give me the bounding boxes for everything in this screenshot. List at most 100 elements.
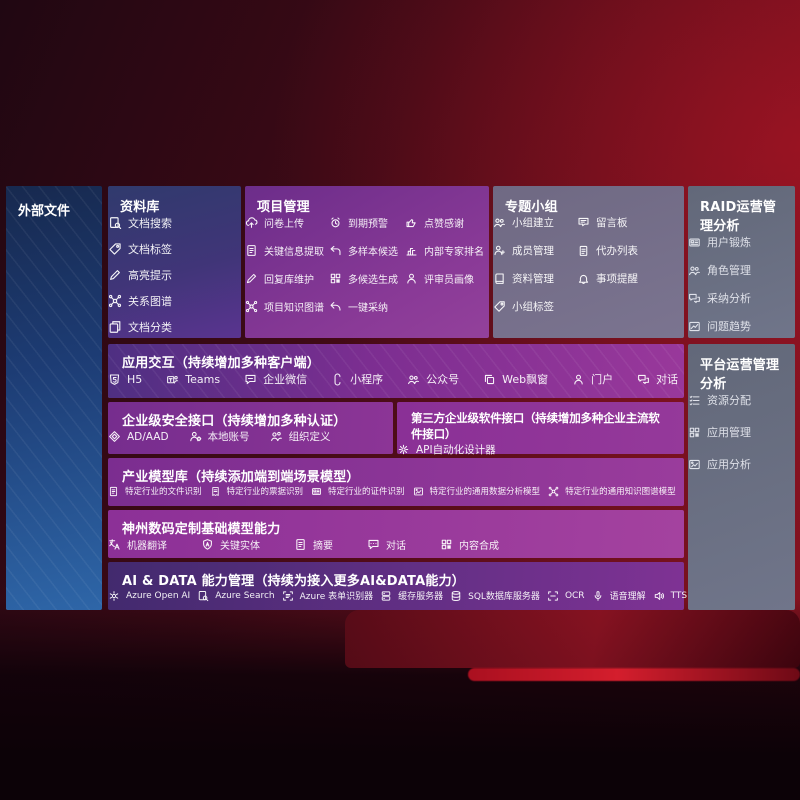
feature-item: 缓存服务器 <box>380 589 443 602</box>
feature-item: 角色管理 <box>688 262 795 278</box>
feature-item: Azure 表单识别器 <box>282 589 373 602</box>
feature-label: API自动化设计器 <box>416 444 496 456</box>
feature-item: 小组标签 <box>493 299 577 314</box>
feature-label: AD/AAD <box>127 430 169 443</box>
feature-item: 本地账号 <box>189 429 250 444</box>
feature-item: TTS <box>653 589 687 602</box>
multi-sample-icon <box>329 244 342 257</box>
feature-label: 点赞感谢 <box>424 219 464 230</box>
feature-label: 文档搜索 <box>128 217 172 230</box>
section-title: 平台运营管理分析 <box>700 358 780 392</box>
ai-data-row: AI & DATA 能力管理（持续为接入更多AI&DATA能力） Azure O… <box>108 562 687 610</box>
wechat-work-icon <box>244 373 257 386</box>
feature-item: 应用分析 <box>688 456 795 472</box>
feature-item: H5 <box>108 371 142 387</box>
feature-item: AD/AAD <box>108 429 169 444</box>
one-click-adopt-icon <box>329 300 342 313</box>
feature-label: 关键实体 <box>220 541 260 552</box>
highlighter-icon <box>108 268 122 282</box>
feature-label: Web飘窗 <box>502 373 549 386</box>
miniprogram-icon <box>331 372 344 386</box>
h5-icon <box>108 373 121 386</box>
feature-label: Azure Open AI <box>126 590 191 601</box>
section-title: AI & DATA 能力管理（持续为接入更多AI&DATA能力） <box>122 574 465 589</box>
feature-label: 事项提醒 <box>596 273 638 285</box>
third-party-interface-list: API自动化设计器 <box>397 442 684 457</box>
feature-item: Teams <box>166 371 220 387</box>
feature-label: 特定行业的通用知识图谱模型 <box>565 487 676 497</box>
feature-label: 多候选生成 <box>348 275 398 286</box>
ad-aad-icon <box>108 430 121 443</box>
platform-analysis-list: 资源分配 应用管理 应用分析 <box>688 392 795 472</box>
alarm-icon <box>329 216 342 229</box>
feature-item: 关键实体 <box>201 537 260 552</box>
remind-bell-icon <box>577 272 590 285</box>
enterprise-security-list: AD/AAD 本地账号 组织定义 <box>108 429 393 444</box>
feature-item: 项目知识图谱 <box>245 299 329 314</box>
feature-label: 到期预警 <box>348 219 388 230</box>
feature-label: 用户锻炼 <box>707 236 751 249</box>
feature-label: 采纳分析 <box>707 292 751 305</box>
feature-item: OCR <box>547 589 585 602</box>
feature-item: 用户锻炼 <box>688 234 795 250</box>
feature-item: 小组建立 <box>493 215 577 230</box>
feature-label: 代办列表 <box>596 245 638 257</box>
feature-item: 内容合成 <box>440 537 499 552</box>
multi-generate-icon <box>329 272 342 285</box>
data-analysis-model-icon <box>413 486 424 497</box>
feature-label: 角色管理 <box>707 264 751 277</box>
local-account-icon <box>189 430 202 443</box>
data-library-panel: 资料库 文档搜索 文档标签 高亮提示 关系图谱 文档分类 <box>108 186 241 338</box>
tag-icon <box>493 300 506 313</box>
id-card-icon <box>688 236 701 249</box>
feature-item: 特定行业的文件识别 <box>108 485 202 497</box>
feature-label: 成员管理 <box>512 245 554 257</box>
feature-label: 文档分类 <box>128 321 172 334</box>
app-manage-icon <box>688 426 701 439</box>
feature-item: 语音理解 <box>592 589 646 602</box>
feature-item: 文档搜索 <box>108 215 241 231</box>
speech-icon <box>592 590 604 602</box>
feature-item: 高亮提示 <box>108 267 241 283</box>
feature-item: 特定行业的通用知识图谱模型 <box>548 485 676 497</box>
feature-label: Teams <box>185 372 221 386</box>
feature-label: 对话 <box>386 541 406 552</box>
feature-item: 留言板 <box>577 215 684 230</box>
laptop-silhouette <box>345 610 800 668</box>
feature-label: 小组建立 <box>512 217 554 229</box>
feature-label: 评审员画像 <box>424 275 474 286</box>
feature-label: 高亮提示 <box>128 269 172 282</box>
feature-label: 特定行业的通用数据分析模型 <box>429 487 541 497</box>
feature-label: 本地账号 <box>207 431 250 443</box>
feature-item: 机器翻译 <box>108 537 167 552</box>
third-party-interface-row: 第三方企业级软件接口（持续增加多种企业主流软件接口） API自动化设计器 <box>397 402 684 457</box>
industry-model-row: 产业模型库（持续添加端到端场景模型） 特定行业的文件识别 特定行业的票据识别 特… <box>108 458 684 506</box>
resource-list-icon <box>688 394 701 407</box>
feature-item: 文档标签 <box>108 241 241 257</box>
key-entity-icon <box>201 538 214 551</box>
feature-item: 企业微信 <box>244 371 307 387</box>
content-compose-icon <box>440 538 453 551</box>
industry-model-list: 特定行业的文件识别 特定行业的票据识别 特定行业的证件识别 特定行业的通用数据分… <box>108 485 684 497</box>
feature-label: 内部专家排名 <box>424 247 484 258</box>
feature-item: 门户 <box>572 371 613 387</box>
org-define-icon <box>270 430 283 443</box>
key-info-icon <box>245 244 258 257</box>
feature-label: 缓存服务器 <box>398 592 444 602</box>
feature-item: 点赞感谢 <box>405 215 489 230</box>
ai-data-list: Azure Open AI Azure Search Azure 表单识别器 缓… <box>108 589 687 602</box>
bbs-board-icon <box>577 216 590 229</box>
feature-label: 文档标签 <box>128 243 172 256</box>
summary-icon <box>294 538 307 551</box>
feature-label: 内容合成 <box>459 541 499 552</box>
section-title: 专题小组 <box>505 200 558 215</box>
feature-label: 问卷上传 <box>264 219 304 230</box>
feature-item: 问卷上传 <box>245 215 329 230</box>
reply-edit-icon <box>245 272 258 285</box>
feature-item: 事项提醒 <box>577 271 684 286</box>
feature-label: 资源分配 <box>707 394 751 407</box>
feature-item: 特定行业的通用数据分析模型 <box>413 485 541 497</box>
api-designer-icon <box>397 443 410 456</box>
section-title: 产业模型库（持续添加端到端场景模型） <box>122 470 360 485</box>
feature-item: 多样本候选 <box>329 243 405 258</box>
